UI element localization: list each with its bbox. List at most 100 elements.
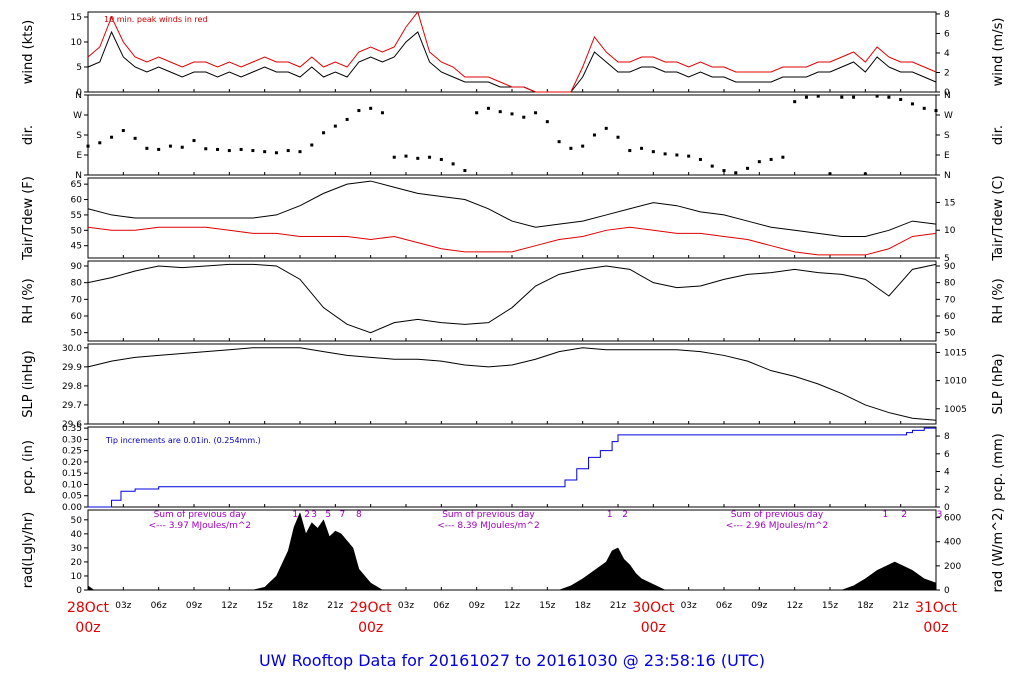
- dir-point: [545, 120, 549, 124]
- day-hour-label: 00z: [358, 620, 383, 636]
- day-label: 28Oct: [67, 600, 110, 616]
- dir-point: [239, 147, 243, 151]
- pcp-annotation: Tip increments are 0.01in. (0.254mm.): [105, 436, 261, 445]
- time-tick-label: 15z: [539, 601, 555, 611]
- wind-right-tick-label: 4: [944, 49, 950, 59]
- dir-point: [569, 146, 573, 150]
- pcp-right-tick-label: 2: [944, 485, 950, 495]
- pcp-right-tick-label: 6: [944, 450, 950, 460]
- wind-frame: [87, 11, 937, 93]
- rad-sum-label: Sum of previous day: [731, 510, 824, 520]
- slp-right-axis-label: SLP (hPa): [991, 353, 1006, 414]
- wind-left-tick-label: 15: [71, 13, 82, 23]
- rh-right-axis-label: RH (%): [991, 278, 1006, 323]
- dir-point: [180, 145, 184, 149]
- temp-left-tick-label: 50: [71, 226, 83, 236]
- temp-left-axis-label: Tair/Tdew (F): [21, 176, 36, 261]
- time-tick-label: 09z: [186, 601, 202, 611]
- dir-point: [757, 160, 761, 164]
- day-label: 30Oct: [632, 600, 675, 616]
- wind-right-tick-label: 2: [944, 68, 950, 78]
- panel-temp: 45 50 55 60 65 5 10 15 Tair/Tdew (F) Tair/Tdew (C…: [21, 175, 1006, 264]
- dir-point: [510, 112, 514, 116]
- day-label: 31Oct: [915, 600, 958, 616]
- dir-point: [522, 115, 526, 119]
- dir-point: [722, 169, 726, 173]
- dir-point: [168, 144, 172, 148]
- dir-point: [227, 149, 231, 153]
- time-tick-label: 12z: [504, 601, 520, 611]
- slp-left-tick-label: 29.9: [62, 363, 82, 373]
- dir-point: [86, 144, 90, 148]
- pcp-left-tick-label: 0.35: [62, 424, 82, 434]
- rad-hour-mark: 5: [325, 510, 331, 520]
- rad-hour-mark: 7: [340, 510, 346, 520]
- rh-right-tick-label: 50: [944, 329, 956, 339]
- temp-series-tdew: [87, 226, 937, 256]
- dir-point: [357, 109, 361, 113]
- dir-point: [322, 131, 326, 135]
- dir-point: [498, 110, 502, 114]
- chart-title: UW Rooftop Data for 20161027 to 20161030…: [259, 651, 765, 670]
- pcp-right-tick-label: 0: [944, 503, 950, 513]
- time-tick-label: 15z: [822, 601, 838, 611]
- dir-point: [934, 109, 938, 113]
- dir-point: [133, 136, 137, 140]
- dir-point: [804, 95, 808, 99]
- rad-hour-mark: 3: [311, 510, 317, 520]
- rad-hour-mark: 8: [356, 510, 362, 520]
- dir-point: [616, 135, 620, 139]
- slp-left-tick-label: 29.7: [62, 401, 82, 411]
- time-tick-label: 18z: [857, 601, 873, 611]
- wind-left-axis-label: wind (kts): [21, 20, 36, 84]
- wind-right-axis-label: wind (m/s): [991, 18, 1006, 87]
- rad-left-axis-label: rad(Lgly/hr): [21, 512, 36, 588]
- dir-left-tick-label: W: [73, 111, 82, 121]
- dir-point: [887, 95, 891, 99]
- dir-point: [899, 97, 903, 101]
- slp-right-tick-label: 1005: [944, 405, 967, 415]
- dir-point: [121, 129, 125, 133]
- pcp-left-tick-label: 0.20: [62, 458, 82, 468]
- dir-point: [404, 154, 408, 158]
- dir-right-tick-label: N: [944, 91, 951, 101]
- rh-right-tick-label: 90: [944, 262, 956, 272]
- dir-point: [863, 172, 867, 176]
- dir-point: [769, 157, 773, 161]
- pcp-series-0: [88, 427, 936, 508]
- rad-hour-mark: 2: [304, 510, 310, 520]
- slp-left-tick-label: 29.6: [62, 420, 82, 430]
- dir-left-tick-label: E: [76, 151, 82, 161]
- temp-right-tick-label: 15: [944, 198, 955, 208]
- dir-point: [557, 140, 561, 144]
- time-tick-label: 21z: [327, 601, 343, 611]
- rh-right-tick-label: 80: [944, 279, 956, 289]
- rh-left-tick-label: 70: [71, 295, 83, 305]
- dir-point: [286, 149, 290, 153]
- dir-point: [793, 100, 797, 104]
- dir-point: [428, 155, 432, 159]
- time-tick-label: 15z: [257, 601, 273, 611]
- dir-point: [380, 111, 384, 115]
- dir-point: [486, 106, 490, 110]
- rad-left-tick-label: 40: [71, 530, 83, 540]
- time-tick-label: 12z: [221, 601, 237, 611]
- slp-right-tick-label: 1010: [944, 377, 967, 387]
- pcp-left-tick-label: 0.05: [62, 492, 82, 502]
- wind-right-tick-label: 0: [944, 88, 950, 98]
- dir-right-axis-label: dir.: [991, 125, 1006, 145]
- slp-right-tick-label: 1015: [944, 348, 967, 358]
- wind-left-tick-label: 5: [76, 63, 82, 73]
- dir-point: [698, 157, 702, 161]
- rh-right-tick-label: 70: [944, 295, 956, 305]
- dir-point: [581, 144, 585, 148]
- panel-wind: 0 5 10 15 0 2 4 6 8 wind (kts) wind (m/s) 10 min. p…: [21, 10, 1006, 98]
- rad-right-tick-label: 600: [944, 514, 961, 524]
- panel-pcp: 0.000.05 0.100.150.200.25 0.300.35 0 2 4 6 8 pcp…: [21, 424, 1006, 513]
- dir-series-0: [86, 94, 938, 176]
- rad-sum-value: <--- 8.39 MJoules/m^2: [437, 521, 539, 531]
- time-tick-label: 06z: [151, 601, 167, 611]
- pcp-right-tick-label: 8: [944, 432, 950, 442]
